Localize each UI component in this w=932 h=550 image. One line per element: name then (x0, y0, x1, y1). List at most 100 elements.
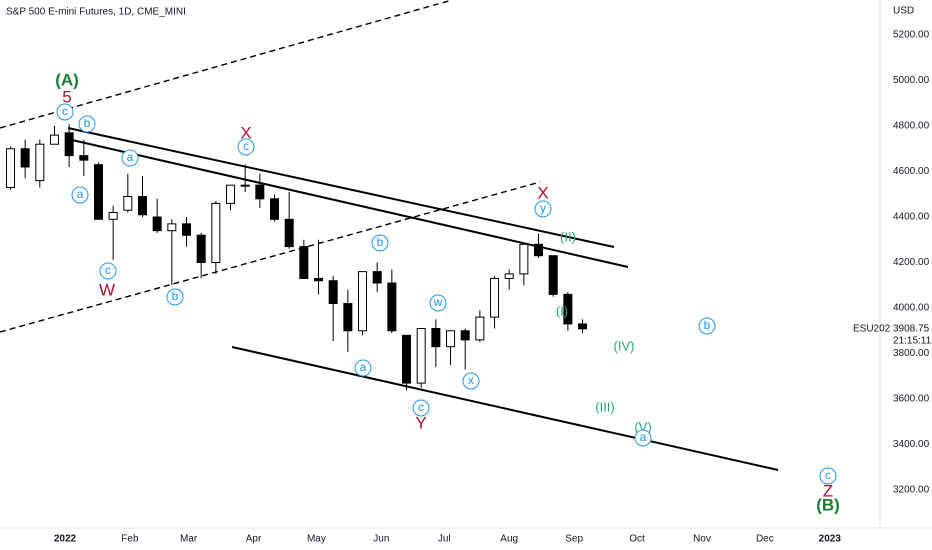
candle-body (137, 196, 147, 216)
candle-body (475, 316, 485, 341)
wave-label: Y (415, 413, 426, 432)
wave-label: y (540, 201, 546, 215)
x-tick-label: Jun (373, 534, 389, 545)
wave-label: w (433, 295, 443, 309)
wave-circle (371, 234, 389, 252)
x-tick-label: Aug (500, 534, 518, 545)
y-tick-label: 4400.00 (893, 212, 930, 223)
wave-circle (166, 288, 184, 306)
wave-label: c (62, 104, 68, 118)
wave-label: c (418, 400, 424, 414)
candle-body (519, 243, 529, 275)
wave-circle (99, 262, 117, 280)
price-box (890, 321, 930, 336)
wave-label: b (172, 289, 179, 303)
x-tick-label: 2022 (54, 534, 77, 545)
wave-label: a (360, 360, 367, 374)
x-tick-label: Sep (565, 534, 583, 545)
candle-body (226, 184, 236, 204)
candle-body (152, 216, 162, 232)
y-tick-label: 3200.00 (893, 485, 930, 496)
candle-body (446, 330, 456, 348)
wave-circle (698, 317, 716, 335)
candle-body (211, 202, 221, 264)
wave-circle (78, 115, 96, 133)
candle-body (93, 164, 103, 220)
y-tick-label: 4800.00 (893, 121, 930, 132)
trend-line (231, 346, 779, 471)
candle-body (343, 302, 353, 332)
candle-body (372, 271, 382, 284)
wave-circle (462, 372, 480, 390)
candle-body (123, 196, 133, 211)
wave-circle (819, 467, 837, 485)
wave-label: X (537, 183, 548, 202)
wave-label: a (640, 430, 647, 444)
candle-body (196, 234, 206, 264)
y-tick-label: 4200.00 (893, 257, 930, 268)
candle-body (490, 277, 500, 318)
candle-body (5, 148, 15, 188)
candle-body (167, 223, 177, 232)
wave-label: (A) (55, 70, 79, 89)
candle-body (240, 184, 250, 187)
trend-line (67, 127, 615, 248)
wave-circle (412, 399, 430, 417)
countdown: 21:15:11 (893, 335, 932, 346)
y-tick-label: 3800.00 (893, 348, 930, 359)
wave-circle (429, 294, 447, 312)
wave-label: c (243, 139, 249, 153)
candle-body (79, 155, 89, 161)
candle-body (460, 330, 470, 341)
candle-body (255, 184, 265, 200)
wave-label: (I) (556, 303, 568, 318)
x-tick-label: Nov (693, 534, 711, 545)
chart-title: S&P 500 E-mini Futures, 1D, CME_MINI (6, 7, 186, 18)
channel-dashed (0, 0, 453, 129)
candle-body (548, 255, 558, 295)
y-tick-label: 5200.00 (893, 30, 930, 41)
candle-body (64, 132, 74, 157)
wave-label: b (84, 116, 91, 130)
candle-body (35, 143, 45, 182)
wave-label: x (468, 373, 474, 387)
wave-circle (71, 186, 89, 204)
currency-label: USD (893, 6, 914, 17)
candle-body (314, 277, 324, 282)
wave-circle (121, 149, 139, 167)
y-tick-label: 3600.00 (893, 394, 930, 405)
wave-label: c (105, 263, 111, 277)
wave-circle (354, 359, 372, 377)
candle-body (431, 327, 441, 348)
wave-label: b (377, 235, 384, 249)
x-tick-label: Oct (629, 534, 645, 545)
y-tick-label: 4600.00 (893, 166, 930, 177)
wave-label: (IV) (614, 338, 635, 353)
wave-label: 5 (62, 87, 71, 106)
candle-body (387, 282, 397, 332)
x-tick-label: Feb (121, 534, 139, 545)
wave-label: (B) (816, 495, 840, 514)
x-tick-label: May (307, 534, 326, 545)
wave-circle (56, 103, 74, 121)
y-tick-label: 3400.00 (893, 439, 930, 450)
candle-body (181, 223, 191, 236)
wave-label: c (825, 468, 831, 482)
wave-circle (534, 200, 552, 218)
wave-label: W (99, 280, 115, 299)
x-tick-label: Apr (246, 534, 262, 545)
candle-body (49, 134, 59, 145)
x-tick-label: Mar (180, 534, 198, 545)
candle-body (108, 211, 118, 220)
wave-label: a (127, 150, 134, 164)
x-tick-label: 2023 (819, 534, 842, 545)
candle-body (20, 148, 30, 168)
candle-body (578, 323, 588, 330)
wave-label: (II) (560, 229, 576, 244)
wave-label: X (240, 123, 251, 142)
candle-body (270, 198, 280, 220)
candle-body (563, 293, 573, 325)
wave-label: (III) (595, 399, 615, 414)
